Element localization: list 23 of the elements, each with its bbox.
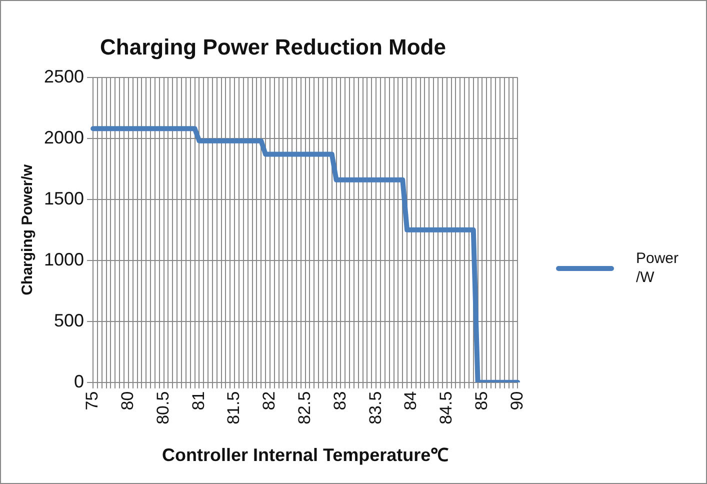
y-tick-label: 1500 <box>44 188 84 208</box>
x-tick-label: 82.5 <box>295 391 314 424</box>
y-axis-title: Charging Power/w <box>19 164 36 296</box>
chart-title: Charging Power Reduction Mode <box>100 34 446 60</box>
x-tick-label: 75 <box>82 391 102 410</box>
x-tick-label: 85 <box>472 391 491 410</box>
x-tick-label: 81 <box>188 391 208 410</box>
x-tick-label: 82 <box>260 391 279 410</box>
x-tick-label: 81.5 <box>224 391 244 424</box>
x-tick-label: 90 <box>507 391 526 410</box>
y-tick-label: 500 <box>54 310 84 330</box>
legend-label: Power /W <box>636 249 680 287</box>
y-tick-label: 2000 <box>44 127 84 148</box>
x-tick-label: 80.5 <box>153 391 172 424</box>
y-tick-label: 2500 <box>44 66 84 86</box>
y-tick-label: 1000 <box>44 249 84 270</box>
x-tick-label: 83.5 <box>366 391 385 424</box>
x-axis-title: Controller Internal Temperature℃ <box>162 445 449 466</box>
x-tick-label: 84 <box>401 391 420 410</box>
y-tick-label: 0 <box>74 371 84 392</box>
x-tick-label: 83 <box>330 391 350 410</box>
x-tick-label: 84.5 <box>436 391 456 424</box>
x-tick-label: 80 <box>118 391 138 410</box>
